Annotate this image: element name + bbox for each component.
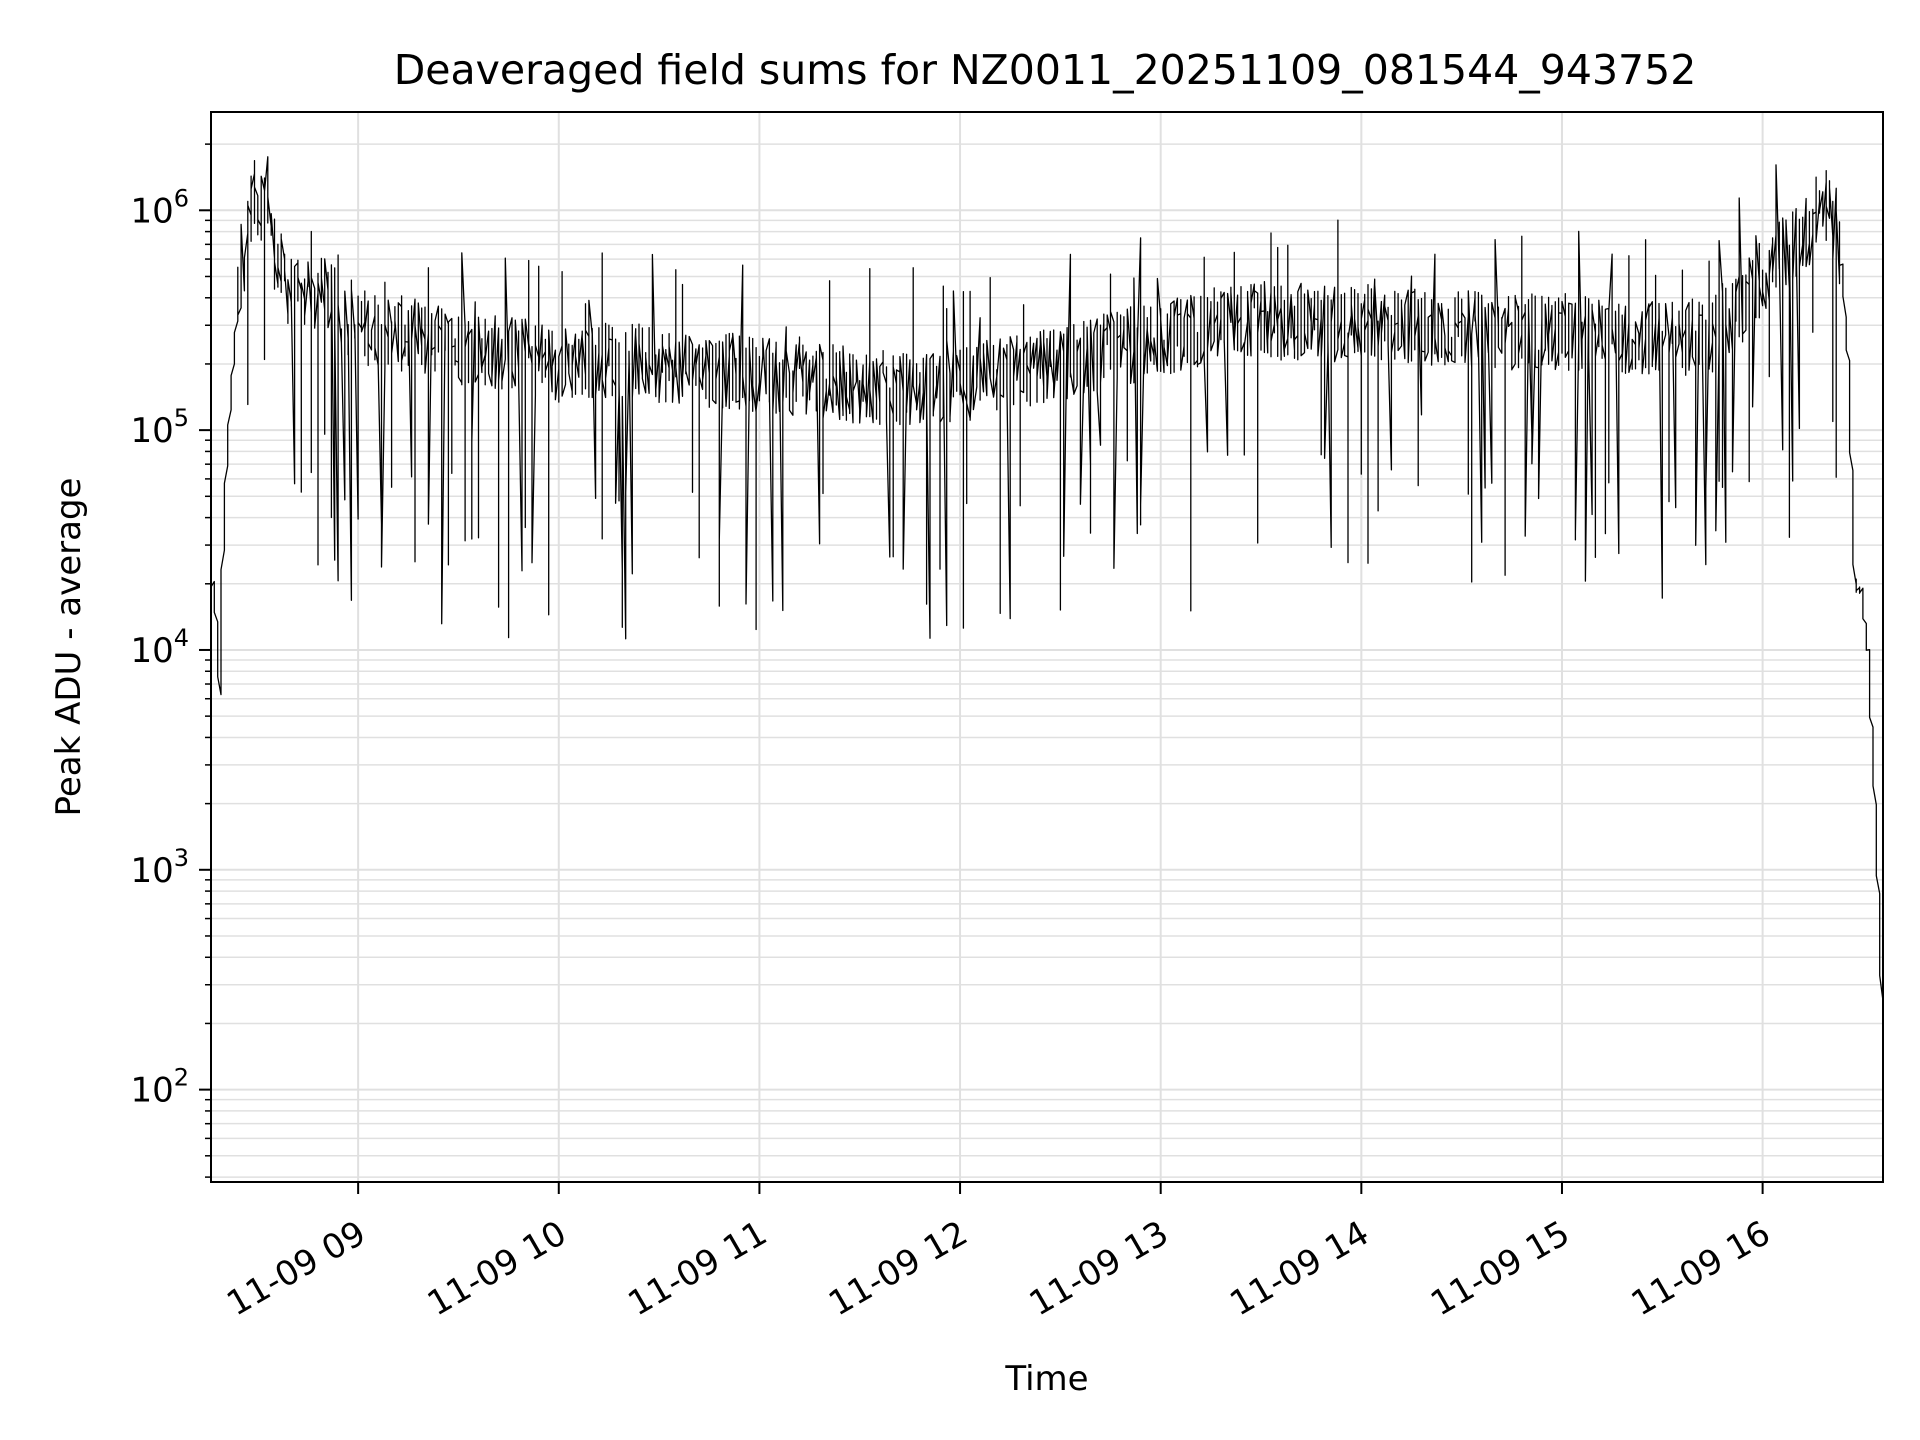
chart-title: Deaveraged field sums for NZ0011_2025110… (394, 46, 1697, 94)
plot-frame (210, 111, 1884, 1183)
y-axis: 102 103 104 105 106 (130, 143, 211, 1178)
x-axis-label: Time (1004, 1359, 1088, 1399)
y-tick-label: 106 (130, 184, 189, 231)
y-tick-label: 102 (130, 1064, 189, 1111)
grid-lines (211, 112, 1883, 1182)
series-line (210, 156, 1884, 1001)
data-series (210, 156, 1884, 1001)
y-tick-label: 103 (130, 844, 189, 891)
y-tick-label: 104 (130, 624, 189, 671)
y-tick-label: 105 (130, 404, 189, 451)
y-axis-label: Peak ADU - average (49, 478, 89, 817)
